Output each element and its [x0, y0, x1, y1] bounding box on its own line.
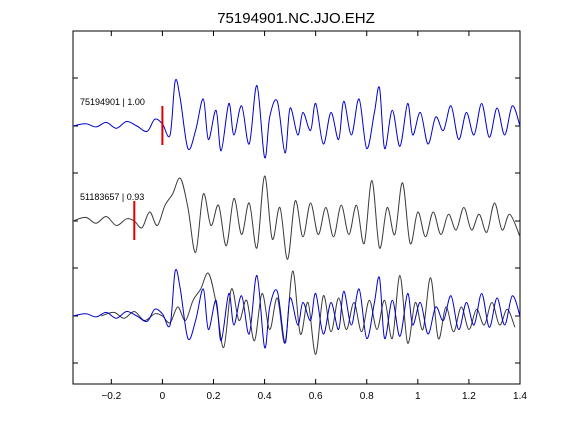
- chart-title: 75194901.NC.JJO.EHZ: [217, 10, 375, 27]
- trace-2-line: [72, 175, 521, 260]
- x-tick-label: 0.8: [360, 391, 374, 402]
- x-tick-label: 0.4: [258, 391, 272, 402]
- overlay-trace-1-line: [72, 269, 521, 349]
- x-axis: −0.2 0 0.2 0.4 0.6 0.8 1 1.2 1.4: [101, 31, 527, 402]
- x-tick-label: 0.2: [207, 391, 221, 402]
- trace-2-label: 51183657 | 0.93: [80, 192, 144, 202]
- x-tick-label: 0.6: [309, 391, 323, 402]
- x-tick-label: 0: [160, 391, 166, 402]
- x-tick-label: 1.2: [462, 391, 476, 402]
- x-tick-label: 1.4: [513, 391, 527, 402]
- trace-1-line: [72, 79, 521, 159]
- plot-frame: [72, 30, 521, 385]
- x-tick-label: 1: [415, 391, 421, 402]
- traces: 75194901 | 1.00 51183657 | 0.93: [72, 79, 521, 355]
- x-tick-label: −0.2: [101, 391, 121, 402]
- trace-1-label: 75194901 | 1.00: [80, 97, 145, 107]
- overlay-trace-2-line: [100, 270, 516, 355]
- y-tick-marks: [73, 77, 520, 364]
